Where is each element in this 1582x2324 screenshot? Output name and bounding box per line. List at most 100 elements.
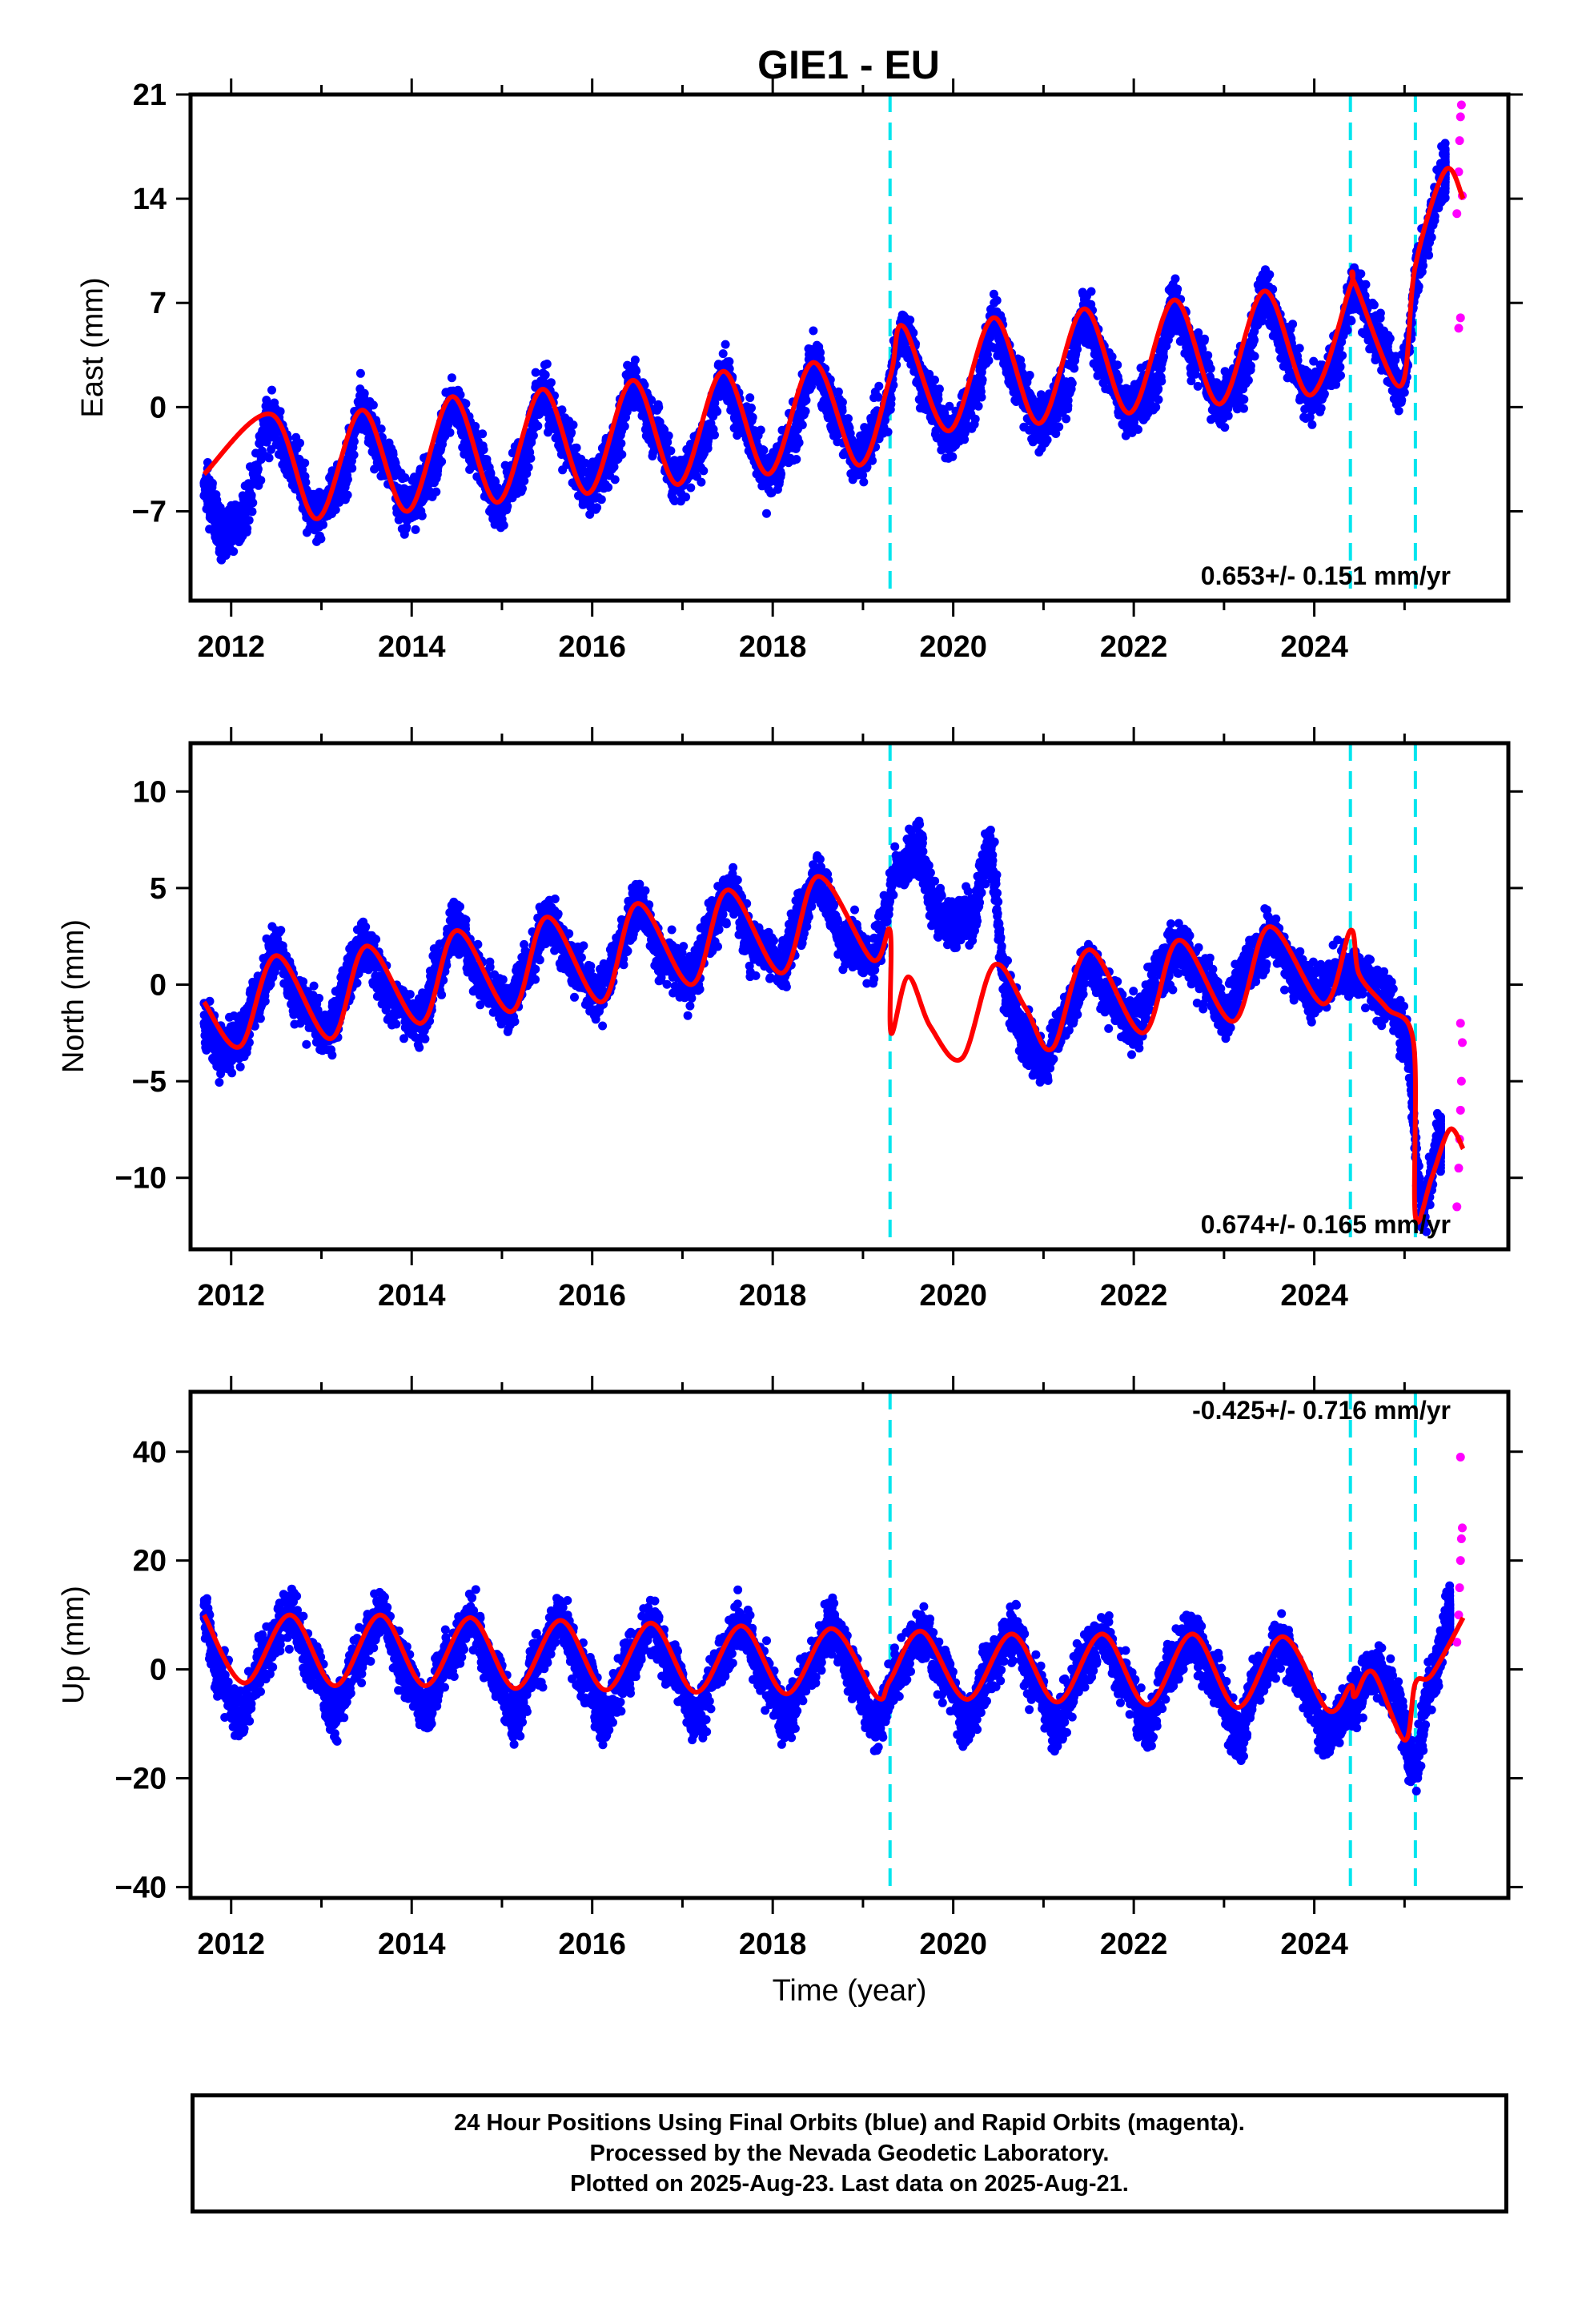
rapid-point <box>1456 313 1465 323</box>
x-tick-label: 2022 <box>1100 630 1168 664</box>
y-tick-label: 0 <box>150 1654 167 1687</box>
panel-3: 2012 2014 2016 2018 2020 2022 2024 −40 −20 0 20 40 U… <box>57 1376 1523 2008</box>
final-point <box>1038 1057 1048 1067</box>
x-tick-label: 2018 <box>739 1279 807 1313</box>
y-tick-label: 7 <box>150 287 167 320</box>
footer-box: 24 Hour Positions Using Final Orbits (bl… <box>191 2093 1508 2213</box>
x-tick-label: 2024 <box>1280 1928 1348 1961</box>
final-point <box>578 1665 588 1675</box>
panel-1: 2012 2014 2016 2018 2020 2022 2024 −7 0 7 14 21 East… <box>76 78 1523 664</box>
y-tick-label: 40 <box>133 1436 167 1470</box>
final-point <box>1021 1034 1030 1043</box>
final-point <box>596 990 606 999</box>
plot-area <box>199 743 1468 1249</box>
rapid-point <box>1456 1453 1465 1462</box>
y-tick-label: −40 <box>115 1871 167 1904</box>
rapid-orbit-points <box>1452 1453 1468 1647</box>
final-point <box>1111 999 1121 1009</box>
final-point <box>389 995 399 1005</box>
panel-2: 2012 2014 2016 2018 2020 2022 2024 −10 −5 0 5 10 Nor… <box>57 727 1523 1313</box>
x-tick-label: 2022 <box>1100 1928 1168 1961</box>
x-tick-label: 2012 <box>197 1928 265 1961</box>
y-tick-label: 10 <box>133 775 167 809</box>
final-point <box>217 1047 227 1057</box>
final-point <box>1399 1028 1409 1038</box>
rapid-point <box>1458 1523 1468 1533</box>
final-point <box>894 864 904 874</box>
final-point <box>601 1714 611 1723</box>
final-point <box>840 935 849 945</box>
x-tick-label: 2020 <box>919 1928 987 1961</box>
final-point <box>1002 990 1012 999</box>
final-point <box>930 903 940 912</box>
model-line <box>202 166 1466 521</box>
final-point <box>781 1714 791 1723</box>
final-point <box>307 1659 317 1669</box>
rapid-point <box>1454 1164 1464 1173</box>
final-point <box>1327 362 1337 372</box>
y-tick-label: 14 <box>133 183 167 216</box>
final-point <box>872 1719 881 1729</box>
y-tick-label: 0 <box>150 969 167 1003</box>
footer-line-1: 24 Hour Positions Using Final Orbits (bl… <box>454 2110 1245 2136</box>
final-point <box>1233 1730 1243 1739</box>
final-point <box>1142 1724 1152 1734</box>
y-tick-label: −10 <box>115 1162 167 1196</box>
rapid-point <box>1456 1076 1466 1086</box>
final-point <box>1346 1697 1355 1707</box>
final-point <box>516 464 524 473</box>
y-axis-label: Up (mm) <box>57 1586 90 1704</box>
rapid-point <box>1456 100 1466 110</box>
y-axis-label: East (mm) <box>76 277 110 417</box>
final-point <box>913 845 922 854</box>
final-point <box>660 957 669 967</box>
final-point <box>199 1019 209 1028</box>
x-tick-label: 2012 <box>197 630 265 664</box>
final-point <box>966 402 976 412</box>
x-tick-label: 2018 <box>739 630 807 664</box>
x-tick-label: 2016 <box>558 1928 626 1961</box>
x-tick-label: 2020 <box>919 630 987 664</box>
final-point <box>1323 1730 1333 1739</box>
plot-frame <box>188 741 1511 1252</box>
final-point <box>1291 970 1301 979</box>
y-tick-label: 20 <box>133 1545 167 1578</box>
rapid-point <box>1452 1638 1462 1647</box>
final-point <box>511 1714 520 1723</box>
final-point <box>949 922 958 931</box>
x-tick-label: 2014 <box>378 1279 446 1313</box>
rate-label: 0.653+/- 0.151 mm/yr <box>1201 561 1451 590</box>
x-tick-label: 2024 <box>1280 1279 1348 1313</box>
rate-label: 0.674+/- 0.165 mm/yr <box>1201 1210 1451 1239</box>
final-point <box>1445 1610 1455 1620</box>
final-point <box>962 1719 972 1729</box>
final-point <box>213 1665 223 1675</box>
final-point <box>335 480 344 489</box>
plot-frame <box>188 92 1511 603</box>
rapid-point <box>1456 1019 1465 1028</box>
final-point <box>217 527 227 537</box>
plot-area <box>199 94 1468 601</box>
footer-line-3: Plotted on 2025-Aug-23. Last data on 202… <box>570 2171 1129 2197</box>
final-point <box>750 941 760 951</box>
footer-line-2: Processed by the Nevada Geodetic Laborat… <box>589 2141 1110 2166</box>
x-tick-label: 2014 <box>378 630 446 664</box>
plot-frame <box>188 1389 1511 1900</box>
final-point <box>1300 1681 1310 1691</box>
final-point <box>488 1665 498 1675</box>
final-point <box>1278 1638 1287 1647</box>
final-point <box>398 1659 408 1669</box>
final-point <box>696 445 705 455</box>
final-point <box>1147 384 1157 394</box>
x-tick-label: 2018 <box>739 1928 807 1961</box>
final-point <box>1409 1763 1419 1772</box>
x-tick-label: 2012 <box>197 1279 265 1313</box>
rapid-point <box>1455 136 1464 146</box>
final-point <box>985 845 994 854</box>
final-point <box>966 912 976 922</box>
final-point <box>605 454 615 464</box>
y-tick-label: 21 <box>133 78 167 112</box>
plot-area <box>199 1392 1468 1898</box>
rapid-point <box>1452 209 1462 219</box>
final-point <box>1237 374 1247 384</box>
